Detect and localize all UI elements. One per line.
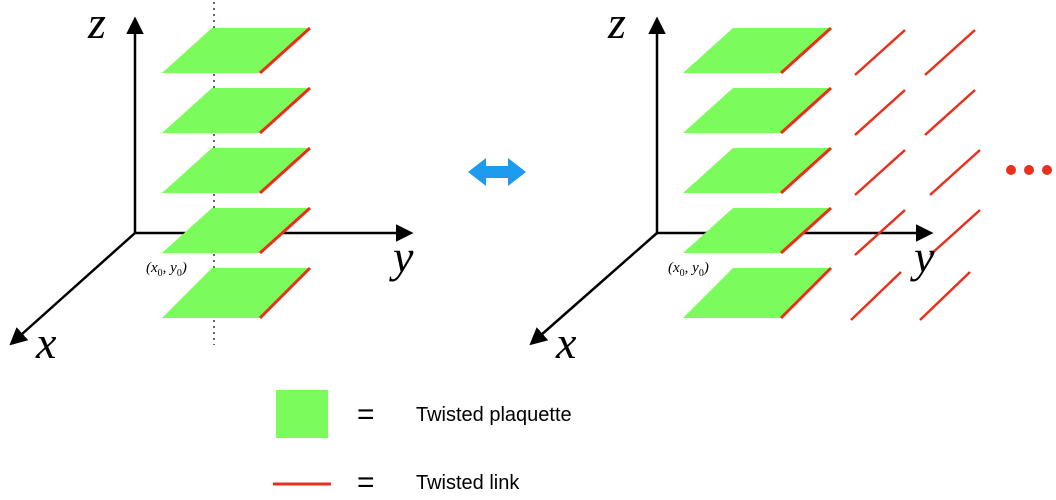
right-twisted-links-column-1 <box>850 29 906 321</box>
right-plaquette-stack <box>683 26 833 320</box>
twisted-link <box>854 29 906 76</box>
twisted-plaquette <box>683 148 831 193</box>
twisted-plaquette <box>683 268 831 318</box>
twisted-link <box>854 149 906 196</box>
twisted-link <box>258 206 312 255</box>
right-plaquette-4 <box>683 206 833 255</box>
twisted-plaquette <box>162 208 310 253</box>
twisted-link <box>779 146 833 195</box>
right-z-axis-label: z <box>607 0 626 48</box>
twisted-link <box>854 89 906 136</box>
right-panel: z y x (x0, y0) <box>529 0 1052 368</box>
legend: = Twisted plaquette = Twisted link <box>273 390 572 499</box>
right-origin-label: (x0, y0) <box>668 260 709 279</box>
left-panel: z y x (x0, y0) <box>9 0 414 368</box>
left-plaquette-5 <box>162 266 312 320</box>
twisted-link <box>854 209 906 256</box>
twisted-link <box>924 89 976 136</box>
twisted-plaquette <box>683 88 831 133</box>
double-arrow-icon <box>468 158 526 186</box>
left-z-axis-label: z <box>87 0 106 48</box>
legend-plaquette-label: Twisted plaquette <box>416 404 572 426</box>
legend-plaquette-equals: = <box>357 398 375 431</box>
twisted-link <box>258 86 312 135</box>
twisted-link <box>258 266 312 320</box>
twisted-plaquette <box>683 28 831 73</box>
left-plaquette-4 <box>162 206 312 255</box>
right-plaquette-5 <box>683 266 833 320</box>
twisted-link <box>919 271 971 321</box>
left-x-axis-label: x <box>35 317 57 368</box>
twisted-plaquette <box>162 148 310 193</box>
left-origin-label: (x0, y0) <box>146 260 187 279</box>
right-y-axis-label: y <box>910 231 935 282</box>
right-plaquette-3 <box>683 146 833 195</box>
twisted-link <box>929 149 981 196</box>
twisted-link <box>779 266 833 320</box>
twisted-plaquette <box>162 28 310 73</box>
twisted-plaquette <box>162 88 310 133</box>
left-plaquette-stack <box>162 26 312 320</box>
twisted-link <box>258 26 312 75</box>
legend-link-equals: = <box>357 466 375 499</box>
twisted-plaquette <box>683 208 831 253</box>
left-y-axis-label: y <box>389 231 414 282</box>
twisted-link <box>924 29 976 76</box>
twisted-link <box>850 271 902 321</box>
left-plaquette-2 <box>162 86 312 135</box>
right-plaquette-1 <box>683 26 833 75</box>
right-x-axis <box>529 232 658 346</box>
right-twisted-links-column-2 <box>919 29 981 321</box>
legend-plaquette-swatch <box>276 390 328 438</box>
right-x-axis-label: x <box>555 317 577 368</box>
left-plaquette-3 <box>162 146 312 195</box>
twisted-link <box>779 86 833 135</box>
twisted-link <box>779 206 833 255</box>
left-x-axis <box>9 232 136 346</box>
ellipsis-dots-icon <box>1006 165 1052 175</box>
twisted-link <box>258 146 312 195</box>
right-plaquette-2 <box>683 86 833 135</box>
legend-link-label: Twisted link <box>416 472 520 494</box>
twisted-plaquette <box>162 268 310 318</box>
left-plaquette-1 <box>162 26 312 75</box>
twisted-link <box>929 209 981 256</box>
twisted-link <box>779 26 833 75</box>
